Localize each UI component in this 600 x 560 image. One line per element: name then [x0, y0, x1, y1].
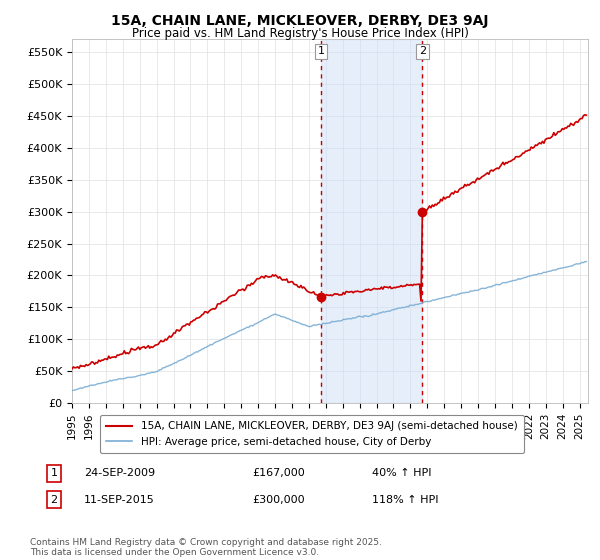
Legend: 15A, CHAIN LANE, MICKLEOVER, DERBY, DE3 9AJ (semi-detached house), HPI: Average : 15A, CHAIN LANE, MICKLEOVER, DERBY, DE3 … — [100, 415, 524, 453]
Text: 1: 1 — [318, 46, 325, 57]
Text: Contains HM Land Registry data © Crown copyright and database right 2025.
This d: Contains HM Land Registry data © Crown c… — [30, 538, 382, 557]
Text: 15A, CHAIN LANE, MICKLEOVER, DERBY, DE3 9AJ: 15A, CHAIN LANE, MICKLEOVER, DERBY, DE3 … — [111, 14, 489, 28]
Text: £300,000: £300,000 — [252, 494, 305, 505]
Text: Price paid vs. HM Land Registry's House Price Index (HPI): Price paid vs. HM Land Registry's House … — [131, 27, 469, 40]
Text: 1: 1 — [50, 468, 58, 478]
Text: 11-SEP-2015: 11-SEP-2015 — [84, 494, 155, 505]
Text: 2: 2 — [419, 46, 426, 57]
Bar — [321, 39, 422, 403]
Text: £167,000: £167,000 — [252, 468, 305, 478]
Text: 118% ↑ HPI: 118% ↑ HPI — [372, 494, 439, 505]
Text: 24-SEP-2009: 24-SEP-2009 — [84, 468, 155, 478]
Text: 2: 2 — [50, 494, 58, 505]
Text: 40% ↑ HPI: 40% ↑ HPI — [372, 468, 431, 478]
